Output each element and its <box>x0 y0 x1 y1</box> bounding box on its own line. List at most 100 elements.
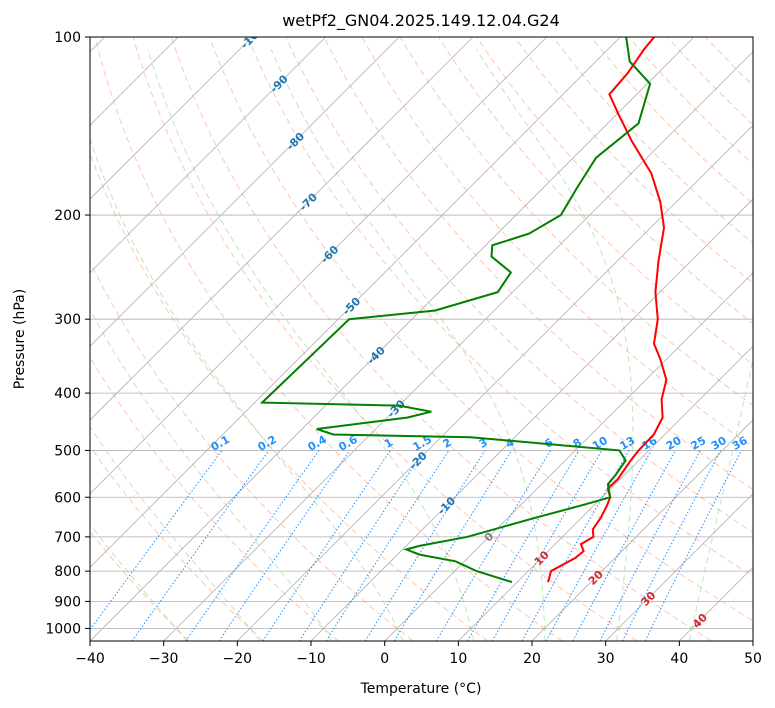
mixing-ratio-label: 4 <box>503 436 516 451</box>
plot-frame <box>89 36 754 642</box>
dry-adiabat <box>476 37 753 325</box>
x-tick-label: 40 <box>670 651 688 667</box>
isotherm-label: 10 <box>532 548 552 568</box>
x-tick-label: −10 <box>296 651 326 667</box>
isotherm-line <box>163 51 753 641</box>
isotherm-label: -20 <box>407 449 430 472</box>
mixing-ratio-line <box>572 450 676 641</box>
dry-adiabat <box>628 37 753 165</box>
mixing-ratio-line <box>298 450 425 641</box>
isotherm-line <box>90 37 621 568</box>
x-tick-label: 30 <box>597 651 615 667</box>
dry-adiabat <box>247 37 753 577</box>
moist-adiabat <box>90 426 261 641</box>
isotherm-line <box>384 272 753 641</box>
y-tick-label: 900 <box>54 594 81 610</box>
y-tick-label: 200 <box>54 208 81 224</box>
mixing-ratio-line <box>599 450 701 641</box>
x-tick-label: −30 <box>149 651 179 667</box>
isotherm-line <box>90 37 326 274</box>
x-tick-label: 10 <box>449 651 467 667</box>
dry-adiabat <box>90 260 414 641</box>
moist-adiabat <box>90 308 333 641</box>
x-tick-label: −40 <box>75 651 105 667</box>
dry-adiabat <box>705 37 753 87</box>
line-labels: 0.1 0.2 0.4 0.6 1 1.5 2 3 4 6 8 10 13 16 20 25 30 36-100-… <box>209 37 750 631</box>
isotherm-line <box>679 566 753 641</box>
isotherm-label: 40 <box>690 611 710 631</box>
isotherm-line <box>90 37 253 200</box>
x-tick-label: 50 <box>744 651 762 667</box>
x-tick-label: −20 <box>223 651 253 667</box>
mixing-ratio-label: 16 <box>640 434 660 453</box>
dry-adiabat <box>90 445 264 641</box>
dry-adiabat <box>90 356 339 641</box>
x-tick-label: 20 <box>523 651 541 667</box>
x-tick-label: 0 <box>380 651 389 667</box>
mixing-ratio-line <box>644 450 742 641</box>
isotherm-label: -80 <box>284 130 307 153</box>
dry-adiabat <box>90 530 190 641</box>
y-tick-label: 600 <box>54 490 81 506</box>
isotherm-line <box>531 419 753 641</box>
profile-line <box>547 37 668 583</box>
y-tick-label: 300 <box>54 312 81 328</box>
moist-adiabat <box>147 49 475 641</box>
y-tick-label: 100 <box>54 30 81 46</box>
mixing-ratio-line <box>262 450 391 641</box>
isotherm-line <box>310 198 753 641</box>
moist-adiabat <box>90 137 404 641</box>
isotherm-line <box>90 37 547 495</box>
moist-adiabat <box>476 49 634 641</box>
mixing-ratio-label: 20 <box>664 434 684 453</box>
profiles <box>259 37 668 584</box>
isotherm-label: -60 <box>318 243 341 266</box>
dry-adiabat <box>94 37 563 641</box>
mixing-ratio-line <box>218 450 351 641</box>
isotherm-label: 30 <box>638 589 658 609</box>
mixing-ratio-line <box>621 450 722 641</box>
dry-adiabat <box>323 37 753 491</box>
moist-adiabat <box>270 49 546 641</box>
y-tick-label: 700 <box>54 530 81 546</box>
dry-adiabat <box>667 37 753 126</box>
dry-adiabat <box>90 152 488 641</box>
mixing-ratio-line <box>521 450 630 641</box>
isotherm-label: -70 <box>297 190 320 213</box>
isotherm-label: 20 <box>586 568 606 588</box>
dry-adiabat <box>437 37 753 365</box>
x-axis-label: Temperature (°C) <box>360 681 482 697</box>
mixing-ratio-line <box>545 450 652 641</box>
isotherm-line <box>90 37 400 347</box>
isotherm-line <box>458 345 753 641</box>
y-tick-label: 1000 <box>45 621 81 637</box>
y-tick-label: 500 <box>54 443 81 459</box>
isotherm-line <box>90 37 695 641</box>
chart-title: wetPf2_GN04.2025.149.12.04.G24 <box>282 11 560 31</box>
dry-adiabat <box>399 37 753 407</box>
x-axis: −40 −30 −20 −10 0 10 20 30 40 50 <box>75 641 762 667</box>
mixing-ratio-label: 2 <box>441 436 454 451</box>
mixing-ratio-line <box>131 450 270 641</box>
profile-line <box>259 37 652 584</box>
mixing-ratio-label: 30 <box>709 434 729 453</box>
mixing-ratio-label: 36 <box>730 434 750 453</box>
y-axis: 100 200 300 400 500 600 700 800 900 1000 <box>45 30 90 637</box>
dry-adiabat <box>170 37 712 641</box>
mixing-ratio-line <box>90 450 223 631</box>
isotherm-line <box>237 124 753 641</box>
mixing-ratio-line <box>491 450 603 641</box>
mixing-ratio-line <box>325 450 450 641</box>
dry-adiabat <box>552 37 753 244</box>
mixing-ratio-label: 13 <box>618 434 638 453</box>
moist-adiabat <box>90 523 188 641</box>
dry-adiabat <box>132 37 638 641</box>
isotherm-line <box>90 37 474 421</box>
isotherm-label: -90 <box>268 72 291 95</box>
isotherm-line <box>605 493 753 641</box>
dry-adiabat <box>514 37 753 284</box>
isotherm-label: -50 <box>340 294 363 317</box>
dry-adiabat <box>285 37 753 534</box>
mixing-ratio-label: 25 <box>689 434 709 453</box>
